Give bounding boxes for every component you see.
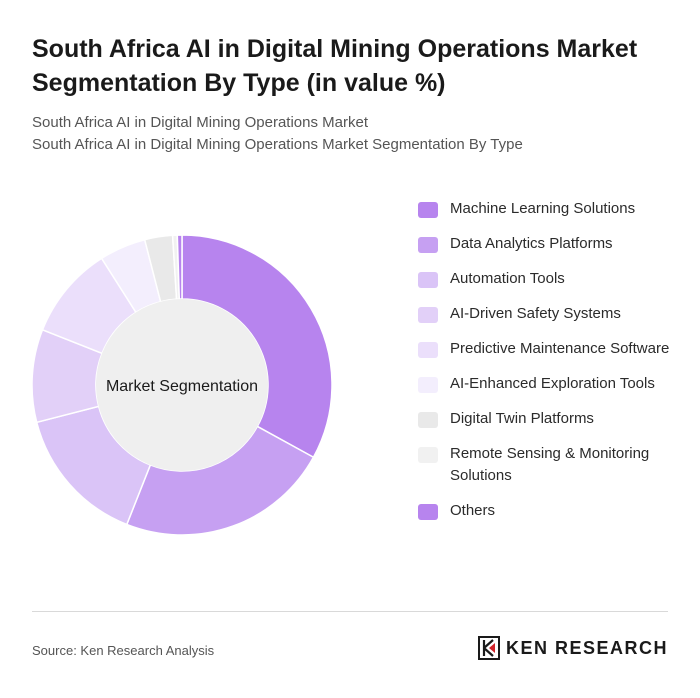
source-note: Source: Ken Research Analysis — [32, 643, 215, 658]
legend-swatch — [418, 237, 438, 253]
donut-chart: Market Segmentation — [22, 225, 342, 545]
legend-swatch — [418, 272, 438, 288]
footer-divider — [32, 611, 668, 612]
legend-swatch — [418, 412, 438, 428]
chart-subtitle: South Africa AI in Digital Mining Operat… — [32, 112, 672, 156]
ken-research-logo-icon — [477, 636, 500, 660]
legend-item: AI-Enhanced Exploration Tools — [418, 373, 680, 395]
chart-legend: Machine Learning Solutions Data Analytics… — [418, 198, 680, 535]
legend-item: Data Analytics Platforms — [418, 233, 680, 255]
legend-item: Automation Tools — [418, 268, 680, 290]
donut-chart-svg: Market Segmentation — [31, 234, 333, 536]
legend-item: Others — [418, 500, 680, 522]
legend-swatch — [418, 447, 438, 463]
legend-label: Remote Sensing & Monitoring Solutions — [450, 445, 650, 484]
chart-title: South Africa AI in Digital Mining Operat… — [32, 35, 638, 97]
legend-item: Remote Sensing & Monitoring Solutions — [418, 443, 680, 487]
legend-label: Others — [450, 502, 496, 519]
legend-swatch — [418, 342, 438, 358]
subtitle-line-1: South Africa AI in Digital Mining Operat… — [32, 114, 368, 131]
legend-label: AI-Driven Safety Systems — [450, 305, 621, 322]
donut-center-label: Market Segmentation — [106, 378, 258, 395]
brand-name: KEN RESEARCH — [505, 638, 668, 658]
legend-item: Machine Learning Solutions — [418, 198, 680, 220]
legend-item: Predictive Maintenance Software — [418, 338, 680, 360]
legend-label: AI-Enhanced Exploration Tools — [450, 375, 655, 392]
legend-label: Digital Twin Platforms — [450, 410, 594, 427]
legend-item: AI-Driven Safety Systems — [418, 303, 680, 325]
subtitle-line-2: South Africa AI in Digital Mining Operat… — [32, 136, 523, 153]
legend-label: Data Analytics Platforms — [450, 235, 613, 252]
legend-label: Predictive Maintenance Software — [450, 340, 670, 357]
legend-swatch — [418, 202, 438, 218]
brand-logo: KEN RESEARCH — [477, 636, 668, 660]
legend-swatch — [418, 307, 438, 323]
legend-item: Digital Twin Platforms — [418, 408, 680, 430]
legend-label: Machine Learning Solutions — [450, 200, 636, 217]
legend-swatch — [418, 377, 438, 393]
legend-label: Automation Tools — [450, 270, 565, 287]
donut-center — [96, 299, 268, 471]
legend-swatch — [418, 504, 438, 520]
